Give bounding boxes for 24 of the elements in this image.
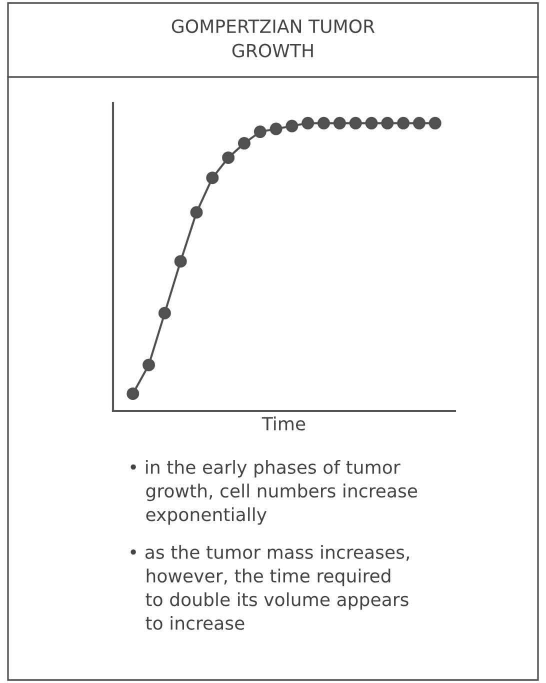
point: [318, 116, 330, 130]
text: • as the tumor mass increases, however, the time required to double its volume appears to increase: [130, 545, 409, 630]
point: [302, 116, 314, 130]
point: [222, 151, 235, 164]
point: [381, 116, 394, 130]
point: [174, 255, 187, 268]
point: [238, 137, 250, 150]
point: [397, 116, 410, 130]
point: [158, 306, 171, 320]
x-axis-title: Time: [262, 416, 306, 431]
text: • in the early phases of tumor growth, cell numbers increase exponentially: [130, 460, 418, 525]
point: [428, 116, 442, 130]
point: [270, 122, 282, 136]
point: [365, 116, 378, 130]
chart-title: GOMPERTZIAN TUMOR GROWTH: [172, 19, 375, 58]
point: [126, 387, 140, 400]
point: [190, 206, 203, 219]
point: [254, 126, 266, 138]
point: [349, 116, 362, 130]
point: [142, 358, 156, 372]
point: [333, 116, 346, 130]
point: [286, 120, 298, 132]
point: [206, 172, 219, 184]
point: [412, 116, 426, 130]
